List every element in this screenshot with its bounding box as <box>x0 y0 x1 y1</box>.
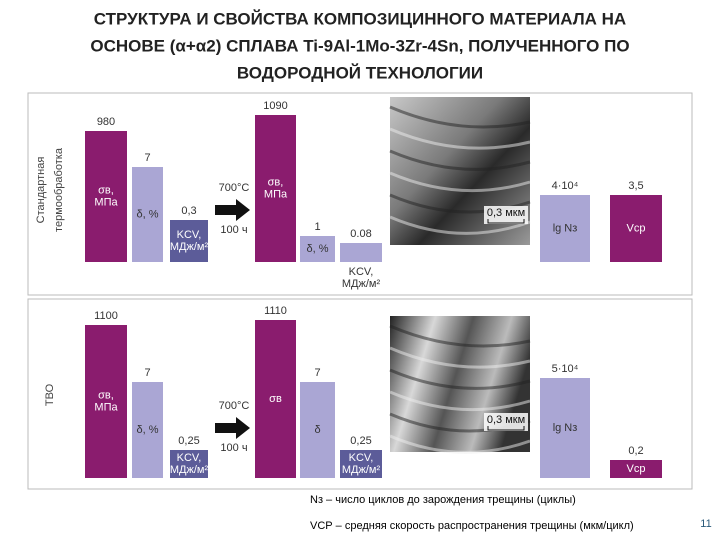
treatment: 700°C <box>219 400 250 412</box>
bar <box>300 382 335 478</box>
micro-texture <box>389 390 531 412</box>
treatment: 700°C <box>219 182 250 194</box>
micro-texture <box>389 324 531 348</box>
bar-label: lg Nз <box>553 422 578 434</box>
bar-label: σв, <box>98 184 114 196</box>
bar-label: МПа <box>94 196 118 208</box>
scale-box <box>484 206 528 224</box>
bar-value: 5·10⁴ <box>552 363 579 375</box>
bar <box>340 450 382 478</box>
arrow <box>215 199 250 221</box>
bar-value: 0,2 <box>628 445 643 457</box>
bar-value: 980 <box>97 116 115 128</box>
bar-value: 0,25 <box>350 435 371 447</box>
bar-value: 7 <box>144 367 150 379</box>
bar-label: МПа <box>264 188 288 200</box>
bar-value: 1110 <box>264 305 287 317</box>
bar-label: Vср <box>627 463 646 475</box>
micro-texture <box>389 215 531 235</box>
scale-bar <box>487 219 525 224</box>
bar-label: σв, <box>98 389 114 401</box>
page-number: 11 <box>700 518 711 530</box>
panel-frame <box>27 92 693 296</box>
bar <box>170 220 208 262</box>
bar-value: 3,5 <box>628 180 643 192</box>
note: VСР – средняя скорость распространения т… <box>310 520 634 532</box>
title-line: ОСНОВЕ (α+α2) СПЛАВА Ti-9Al-1Mo-3Zr-4Sn,… <box>90 36 629 55</box>
panel-label: Стандартная <box>35 157 47 224</box>
panel-label: термообработка <box>53 147 65 232</box>
bar <box>540 378 590 478</box>
bar-label: KCV, <box>177 452 202 464</box>
bar-label: δ <box>314 424 320 436</box>
micro-texture <box>389 171 531 193</box>
bar-label: lg Nз <box>553 222 578 234</box>
bar-label: МДж/м² <box>342 464 381 476</box>
scale-box <box>484 413 528 431</box>
micro-texture <box>389 368 531 390</box>
bar-label: МДж/м² <box>170 241 209 253</box>
bar-label: МПа <box>94 401 118 413</box>
micro-texture <box>389 105 531 129</box>
title-line: ВОДОРОДНОЙ ТЕХНОЛОГИИ <box>237 63 483 82</box>
bar-label: KCV, <box>177 229 202 241</box>
bar-value: 0,3 <box>181 205 196 217</box>
bar-value: 7 <box>314 367 320 379</box>
bar-label: δ, % <box>306 243 328 255</box>
bar <box>132 382 163 478</box>
micro-texture <box>389 149 531 171</box>
bar <box>300 236 335 262</box>
bar-label: σв, <box>268 176 284 188</box>
scale-label: 0,3 мкм <box>487 207 525 219</box>
bar-value: 7 <box>144 152 150 164</box>
bar <box>85 131 127 262</box>
arrow <box>215 417 250 439</box>
bar <box>132 167 163 262</box>
bar-value: 0.08 <box>350 228 371 240</box>
micro-texture <box>389 434 531 454</box>
panel-label: ТВО <box>44 383 56 406</box>
panel-frame <box>27 298 693 490</box>
bar-value: 1 <box>314 221 320 233</box>
bar-label: KCV, <box>349 266 374 278</box>
bar-label: KCV, <box>349 452 374 464</box>
bar <box>255 115 296 262</box>
bar <box>170 450 208 478</box>
bar <box>610 460 662 478</box>
note: Nз – число циклов до зарождения трещины … <box>310 494 576 506</box>
scale-label: 0,3 мкм <box>487 414 525 426</box>
bar-value: 4·10⁴ <box>552 180 579 192</box>
bar-label: МДж/м² <box>342 278 381 290</box>
bar <box>255 320 296 478</box>
bar-label: Vср <box>627 222 646 234</box>
bar-label: МДж/м² <box>170 464 209 476</box>
scale-bar <box>487 426 525 431</box>
title-line: СТРУКТУРА И СВОЙСТВА КОМПОЗИЦИННОГО МАТЕ… <box>94 9 626 28</box>
treatment: 100 ч <box>220 442 247 454</box>
treatment: 100 ч <box>220 224 247 236</box>
bar-label: σв <box>269 393 282 405</box>
bar-value: 1090 <box>263 100 287 112</box>
micro-texture <box>389 127 531 150</box>
bar-value: 1100 <box>94 310 118 322</box>
micro-texture <box>389 346 531 369</box>
bar <box>340 243 382 262</box>
bar <box>610 195 662 262</box>
bar-value: 0,25 <box>178 435 199 447</box>
bar-label: δ, % <box>136 424 158 436</box>
bar <box>540 195 590 262</box>
bar-label: δ, % <box>136 208 158 220</box>
bar <box>85 325 127 478</box>
